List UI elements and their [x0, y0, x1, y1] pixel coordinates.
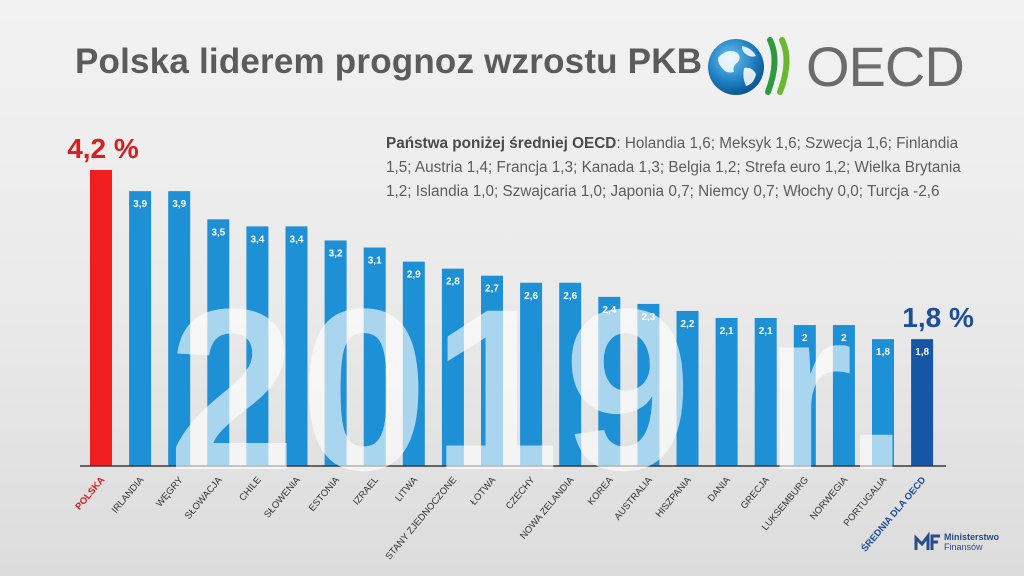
- oecd-average-value-label: 1,8 %: [902, 302, 974, 333]
- bar: [559, 282, 582, 466]
- bar: [754, 318, 777, 466]
- note-label: Państwa poniżej średniej OECD: [386, 135, 617, 152]
- bar: [520, 282, 543, 466]
- globe-icon: [708, 37, 790, 95]
- data-label: 1,8: [915, 347, 929, 358]
- data-label: 3,9: [133, 199, 147, 210]
- tick-label: STANY ZJEDNOCZONE: [383, 475, 459, 562]
- data-label: 2,3: [641, 312, 655, 323]
- bar: [481, 275, 503, 466]
- data-label: 2,6: [563, 291, 577, 302]
- bar: [715, 318, 738, 466]
- note-text: : Holandia 1,6; Meksyk 1,6; Szwecja 1,6;…: [386, 135, 961, 200]
- data-label: 2,9: [407, 270, 421, 281]
- bar: [90, 170, 112, 466]
- tick-label: ESTONIA: [307, 474, 343, 513]
- tick-label: AUSTRALIA: [612, 474, 655, 522]
- tick-label: NORWEGIA: [808, 474, 851, 522]
- page-title: Polska liderem prognoz wzrostu PKB: [75, 42, 703, 81]
- tick-label: CZECHY: [504, 474, 538, 511]
- ministry-icon: [914, 531, 940, 550]
- bar: [441, 268, 464, 466]
- tick-label: POLSKA: [73, 475, 107, 513]
- tick-label: SŁOWENIA: [262, 474, 303, 520]
- ministry-line2: Finansów: [944, 542, 983, 552]
- data-label: 3,4: [250, 234, 264, 245]
- data-label: 2,7: [485, 284, 499, 295]
- below-average-note: Państwa poniżej średniej OECD: Holandia …: [386, 132, 986, 204]
- tick-label: SŁOWACJA: [183, 474, 225, 521]
- bar: [793, 325, 816, 466]
- bar: [911, 339, 934, 466]
- bar: [637, 303, 660, 466]
- bar: [168, 191, 191, 466]
- bar: [402, 261, 425, 466]
- poland-value-label: 4,2 %: [67, 133, 139, 164]
- bar: [246, 226, 269, 466]
- tick-label: KOREA: [586, 474, 616, 507]
- data-label: 3,1: [368, 256, 382, 267]
- data-label: 3,4: [290, 234, 304, 245]
- tick-label: GRECJA: [739, 474, 773, 511]
- bar: [207, 219, 230, 466]
- tick-label: DANIA: [706, 474, 734, 504]
- data-label: 2: [841, 333, 847, 344]
- ministry-line1: Ministerstwo: [944, 532, 1000, 542]
- data-label: 3,2: [329, 248, 343, 259]
- ministry-logo: Ministerstwo Finansów: [914, 530, 1014, 554]
- tick-label: ŁOTWA: [468, 474, 498, 507]
- tick-label: WĘGRY: [154, 474, 186, 509]
- tick-label: HISZPANIA: [654, 474, 695, 519]
- tick-label: LITWA: [393, 474, 420, 504]
- data-label: 2,2: [681, 319, 695, 330]
- data-label: 3,5: [211, 227, 225, 238]
- data-label: 2: [802, 333, 808, 344]
- data-label: 1,8: [876, 347, 890, 358]
- tick-label: CHILE: [237, 475, 263, 504]
- data-label: 3,9: [172, 199, 186, 210]
- data-label: 2,1: [759, 326, 773, 337]
- bar: [285, 226, 308, 466]
- data-label: 2,6: [524, 291, 538, 302]
- data-label: 2,8: [446, 277, 460, 288]
- bar: [363, 247, 386, 466]
- bar: [832, 325, 855, 466]
- bar: [598, 296, 621, 466]
- bar: [872, 339, 894, 466]
- data-label: 2,4: [602, 305, 616, 316]
- oecd-logo: OECD: [706, 34, 965, 100]
- logo-text: OECD: [806, 35, 965, 98]
- bar: [324, 240, 347, 466]
- tick-label: IZRAEL: [351, 475, 381, 508]
- data-label: 2,1: [720, 326, 734, 337]
- bar: [129, 191, 152, 466]
- bar: [676, 310, 699, 466]
- tick-label: IRLANDIA: [110, 474, 147, 515]
